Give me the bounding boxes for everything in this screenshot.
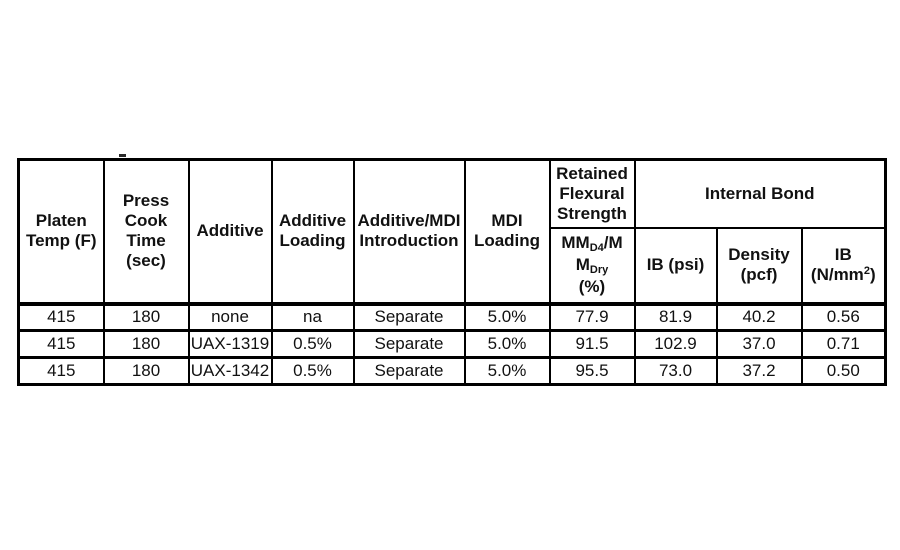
table-cell: Separate <box>352 356 466 386</box>
table-cell: 102.9 <box>633 329 718 359</box>
col-header-platen-temp: Platen Temp (F) <box>17 158 105 305</box>
stray-ink-mark <box>119 154 126 157</box>
table-cell: 415 <box>17 301 105 332</box>
col-header-mdi-loading: MDI Loading <box>463 158 551 305</box>
table-cell: 95.5 <box>548 356 636 386</box>
table-cell: Separate <box>352 301 466 332</box>
table-cell: 180 <box>102 329 190 359</box>
col-header-additive-mdi-introduction: Additive/MDI Introduction <box>352 158 466 305</box>
col-header-retained-flexural-strength: Retained Flexural Strength <box>548 158 636 229</box>
col-header-ib-nmm2: IB (N/mm2) <box>800 226 887 305</box>
table-cell: 40.2 <box>715 301 803 332</box>
header-row-sub: MMD4/M MDry (%) IB (psi) Density (pcf) I… <box>19 226 887 305</box>
table-cell: na <box>270 301 355 332</box>
table-cell: 180 <box>102 301 190 332</box>
header-row-top: Platen Temp (F) Press Cook Time (sec) Ad… <box>17 158 887 305</box>
table-cell: 0.50 <box>800 356 887 386</box>
table-row: 415 180 UAX-1342 0.5% Separate 5.0% 95.5… <box>17 356 887 386</box>
table-row: 415 180 none na Separate 5.0% 77.9 81.9 … <box>17 301 887 332</box>
table-cell: 37.2 <box>715 356 803 386</box>
col-header-additive: Additive <box>187 158 273 305</box>
table-cell: UAX-1342 <box>187 356 273 386</box>
table-row: 415 180 UAX-1319 0.5% Separate 5.0% 91.5… <box>17 329 887 359</box>
ib-nmm2-line2: (N/mm2) <box>810 265 876 284</box>
col-header-internal-bond: Internal Bond <box>633 158 887 229</box>
col-header-ib-psi: IB (psi) <box>633 226 718 305</box>
table-cell: 415 <box>17 329 105 359</box>
table-cell: 5.0% <box>463 301 551 332</box>
table-cell: 81.9 <box>633 301 718 332</box>
table-cell: UAX-1319 <box>187 329 273 359</box>
table-cell: 0.71 <box>800 329 887 359</box>
table-cell: 0.5% <box>270 329 355 359</box>
table-header: Platen Temp (F) Press Cook Time (sec) Ad… <box>17 158 887 305</box>
col-header-mm-ratio: MMD4/M MDry (%) <box>548 226 636 305</box>
table-cell: 91.5 <box>548 329 636 359</box>
table-cell: 0.56 <box>800 301 887 332</box>
table-cell: none <box>187 301 273 332</box>
results-table: Platen Temp (F) Press Cook Time (sec) Ad… <box>17 158 888 386</box>
table-cell: 73.0 <box>633 356 718 386</box>
table-cell: 77.9 <box>548 301 636 332</box>
col-header-additive-loading: Additive Loading <box>270 158 355 305</box>
table-cell: 0.5% <box>270 356 355 386</box>
col-header-density-pcf: Density (pcf) <box>715 226 803 305</box>
mm-ratio-line2: MDry <box>575 255 609 276</box>
ib-nmm2-line1: IB <box>834 244 852 264</box>
table-cell: 37.0 <box>715 329 803 359</box>
table-cell: 5.0% <box>463 329 551 359</box>
col-header-press-cook-time: Press Cook Time (sec) <box>102 158 190 305</box>
table-cell: Separate <box>352 329 466 359</box>
table-body: 415 180 none na Separate 5.0% 77.9 81.9 … <box>17 301 887 386</box>
mm-ratio-line3: (%) <box>578 277 606 296</box>
table-cell: 5.0% <box>463 356 551 386</box>
table-cell: 415 <box>17 356 105 386</box>
mm-ratio-line1: MMD4/M <box>561 233 623 254</box>
table-cell: 180 <box>102 356 190 386</box>
